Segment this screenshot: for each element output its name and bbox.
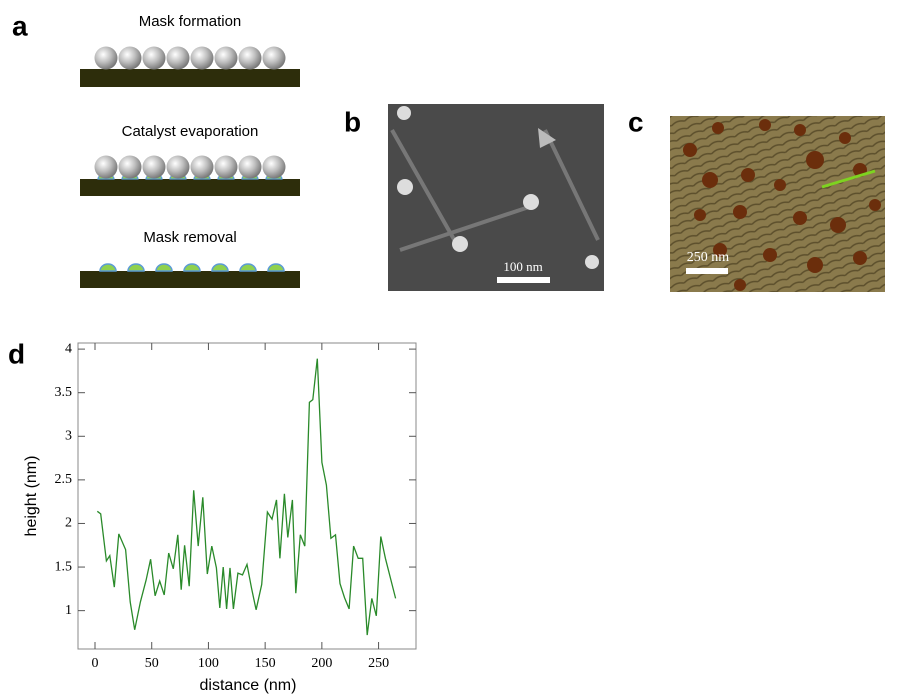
substrate — [80, 179, 300, 196]
y-tick-label: 1 — [65, 603, 72, 618]
x-tick-label: 50 — [145, 656, 159, 671]
mask-sphere — [118, 155, 142, 179]
step-title: Catalyst evaporation — [122, 123, 259, 140]
sem-image — [388, 104, 604, 291]
y-tick-label: 2.5 — [55, 472, 73, 487]
substrate — [80, 69, 300, 87]
catalyst — [155, 263, 173, 272]
y-axis-label: height (nm) — [23, 456, 40, 537]
mask-sphere — [214, 155, 238, 179]
mask-sphere — [118, 46, 142, 70]
catalyst — [183, 263, 201, 272]
step-title: Mask removal — [143, 229, 236, 246]
mask-sphere — [190, 155, 214, 179]
x-tick-label: 0 — [92, 656, 99, 671]
x-tick-label: 200 — [311, 656, 332, 671]
x-tick-label: 250 — [368, 656, 389, 671]
panel-label: c — [628, 106, 644, 137]
mask-sphere — [262, 155, 286, 179]
y-tick-label: 3.5 — [55, 385, 73, 400]
step-title: Mask formation — [139, 13, 242, 30]
scale-bar-label: 250 nm — [687, 250, 730, 265]
mask-sphere — [238, 46, 262, 70]
panel-label: d — [8, 338, 25, 369]
scale-bar-label: 100 nm — [503, 259, 542, 274]
y-tick-label: 3 — [65, 429, 72, 444]
mask-sphere — [214, 46, 238, 70]
mask-sphere — [262, 46, 286, 70]
x-tick-label: 100 — [198, 656, 219, 671]
catalyst — [239, 263, 257, 272]
y-tick-label: 1.5 — [55, 559, 73, 574]
catalyst — [127, 263, 145, 272]
afm-image — [670, 116, 885, 292]
y-tick-label: 4 — [65, 341, 72, 356]
catalyst — [99, 263, 117, 272]
panel-label: b — [344, 106, 361, 137]
catalyst — [267, 263, 285, 272]
schematic — [80, 46, 300, 288]
panel-label: a — [12, 10, 28, 41]
mask-sphere — [94, 46, 118, 70]
mask-sphere — [142, 46, 166, 70]
mask-sphere — [166, 155, 190, 179]
mask-sphere — [190, 46, 214, 70]
x-axis-label: distance (nm) — [200, 677, 297, 694]
mask-sphere — [142, 155, 166, 179]
mask-sphere — [94, 155, 118, 179]
plot-frame — [77, 342, 417, 650]
data-line — [96, 358, 397, 636]
substrate — [80, 271, 300, 288]
catalyst — [211, 263, 229, 272]
x-tick-label: 150 — [255, 656, 276, 671]
mask-sphere — [166, 46, 190, 70]
mask-sphere — [238, 155, 262, 179]
y-tick-label: 2 — [65, 516, 72, 531]
